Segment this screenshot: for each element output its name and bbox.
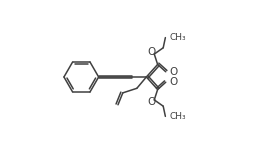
Text: O: O [169, 67, 178, 77]
Text: O: O [148, 97, 156, 107]
Text: CH₃: CH₃ [170, 33, 186, 42]
Text: O: O [169, 77, 178, 87]
Text: CH₃: CH₃ [170, 112, 186, 121]
Text: O: O [148, 47, 156, 57]
